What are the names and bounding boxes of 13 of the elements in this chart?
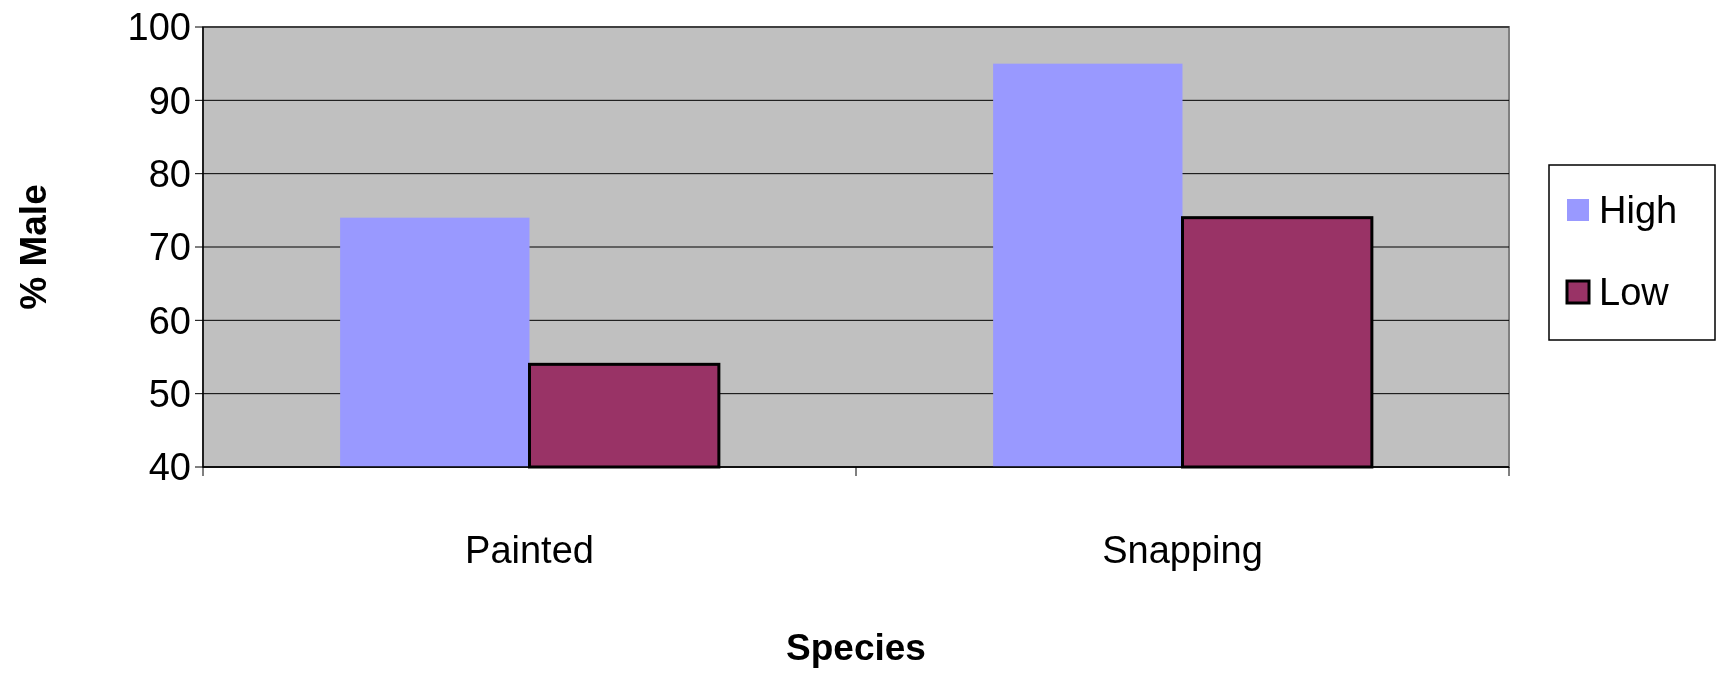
y-tick-label: 40 (148, 446, 191, 489)
x-tick-label: Painted (465, 529, 594, 571)
y-tick-label: 50 (148, 372, 191, 415)
y-tick-label: 80 (148, 152, 191, 195)
y-tick-label: 70 (148, 226, 191, 269)
x-axis-title: Species (786, 627, 926, 668)
y-tick-label: 60 (148, 299, 191, 342)
legend-label: High (1599, 189, 1678, 232)
y-axis-title: % Male (13, 184, 54, 310)
x-tick-label: Snapping (1102, 529, 1263, 571)
y-tick-label: 90 (148, 79, 191, 122)
legend-label: Low (1599, 271, 1670, 314)
y-tick-label: 100 (127, 6, 191, 49)
